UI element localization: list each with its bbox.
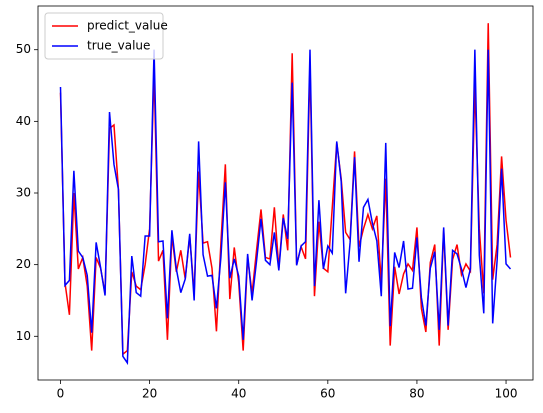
plot-area: [37, 5, 534, 381]
x-tick-label: 0: [57, 387, 65, 401]
y-tick-label: 50: [16, 42, 31, 56]
x-tick-label: 20: [142, 387, 157, 401]
legend-label: predict_value: [87, 19, 168, 33]
y-tick-label: 30: [16, 186, 31, 200]
x-tick-label: 60: [320, 387, 335, 401]
x-tick-label: 100: [495, 387, 518, 401]
y-tick-label: 10: [16, 329, 31, 343]
y-tick-label: 40: [16, 114, 31, 128]
x-tick-label: 80: [409, 387, 424, 401]
y-tick-label: 20: [16, 257, 31, 271]
legend-label: true_value: [87, 39, 150, 53]
data-line: [59, 49, 512, 366]
legend-box: [44, 12, 164, 60]
x-tick-label: 40: [231, 387, 246, 401]
